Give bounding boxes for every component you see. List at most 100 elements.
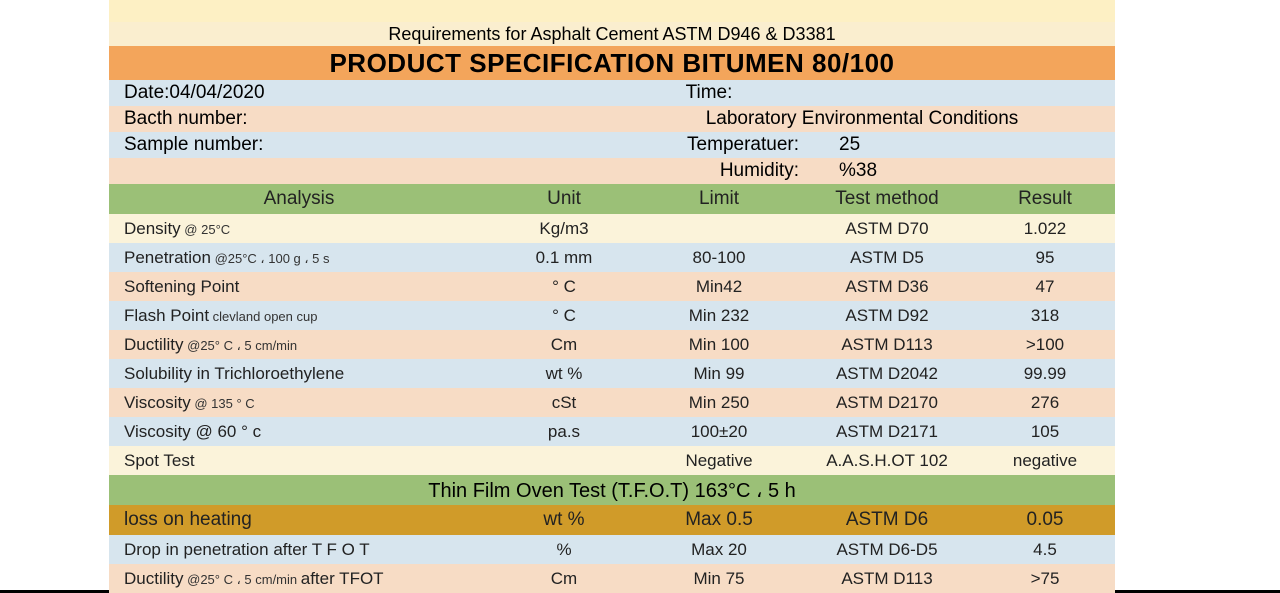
cell-unit: Kg/m3 [489, 219, 639, 239]
analysis-sub: clevland open cup [209, 309, 317, 324]
tfot-title: Thin Film Oven Test (T.F.O.T) 163°C ، 5 … [428, 478, 796, 503]
cell-method: ASTM D5 [799, 248, 975, 268]
analysis-main: Solubility in Trichloroethylene [124, 364, 344, 383]
cell-result: 1.022 [975, 219, 1115, 239]
batch-label: Bacth number: [109, 108, 609, 130]
col-unit: Unit [489, 188, 639, 210]
cell-unit: pa.s [489, 422, 639, 442]
time-label: Time: [609, 82, 809, 104]
cell-limit: Min 99 [639, 364, 799, 384]
cell-method: ASTM D70 [799, 219, 975, 239]
temp-label: Temperatuer: [609, 134, 809, 156]
analysis-main: Flash Point [124, 306, 209, 325]
date-value: 04/04/2020 [169, 82, 264, 103]
requirements-text: Requirements for Asphalt Cement ASTM D94… [388, 24, 835, 45]
meta-row-date: Date:04/04/2020 Time: [109, 80, 1115, 106]
analysis-main: Penetration [124, 248, 211, 267]
cell-limit: Min 250 [639, 393, 799, 413]
cell-unit: ° C [489, 277, 639, 297]
cell-limit: Min 232 [639, 306, 799, 326]
cell-limit: 80-100 [639, 248, 799, 268]
cell-limit: Max 0.5 [639, 509, 799, 531]
analysis-main: Viscosity @ 60 ° c [124, 422, 261, 441]
analysis-main: Ductility [124, 335, 184, 354]
col-method: Test method [799, 188, 975, 210]
cell-result: 276 [975, 393, 1115, 413]
cell-unit: ° C [489, 306, 639, 326]
cell-method: ASTM D113 [799, 569, 975, 589]
analysis-main: loss on heating [124, 509, 252, 530]
cell-analysis: Ductility @25° C ، 5 cm/min after TFOT [109, 569, 489, 589]
cell-method: ASTM D2170 [799, 393, 975, 413]
cell-analysis: Penetration @25°C ، 100 g ، 5 s [109, 248, 489, 268]
meta-row-batch: Bacth number: Laboratory Environmental C… [109, 106, 1115, 132]
rows-row: Spot TestNegativeA.A.S.H.OT 102negative [109, 446, 1115, 475]
rows-row: Flash Point clevland open cup° CMin 232A… [109, 301, 1115, 330]
cell-unit: 0.1 mm [489, 248, 639, 268]
cell-limit: Min 75 [639, 569, 799, 589]
cell-method: ASTM D6 [799, 509, 975, 531]
cell-result: 4.5 [975, 540, 1115, 560]
cell-method: A.A.S.H.OT 102 [799, 451, 975, 471]
cell-analysis: Drop in penetration after T F O T [109, 540, 489, 560]
cell-analysis: Solubility in Trichloroethylene [109, 364, 489, 384]
cell-analysis: Density @ 25°C [109, 219, 489, 239]
cell-result: 95 [975, 248, 1115, 268]
tfot_rows-row: Drop in penetration after T F O T%Max 20… [109, 535, 1115, 564]
cell-unit: cSt [489, 393, 639, 413]
cell-unit: % [489, 540, 639, 560]
cell-result: 47 [975, 277, 1115, 297]
analysis-tail: after TFOT [301, 569, 384, 588]
rows-row: Ductility @25° C ، 5 cm/minCmMin 100ASTM… [109, 330, 1115, 359]
col-limit: Limit [639, 188, 799, 210]
cell-analysis: loss on heating [109, 509, 489, 531]
cell-limit: 100±20 [639, 422, 799, 442]
meta-row-humidity: Humidity: %38 [109, 158, 1115, 184]
page-background: Requirements for Asphalt Cement ASTM D94… [0, 0, 1280, 590]
title-text: PRODUCT SPECIFICATION BITUMEN 80/100 [329, 48, 894, 79]
sample-label: Sample number: [109, 134, 609, 156]
rows-row: Viscosity @ 60 ° cpa.s100±20ASTM D217110… [109, 417, 1115, 446]
analysis-main: Density [124, 219, 181, 238]
tfot_rows-row: loss on heatingwt %Max 0.5ASTM D60.05 [109, 505, 1115, 535]
cell-method: ASTM D113 [799, 335, 975, 355]
cell-result: >75 [975, 569, 1115, 589]
cell-result: 318 [975, 306, 1115, 326]
cell-analysis: Softening Point [109, 277, 489, 297]
rows-row: Softening Point° CMin42ASTM D3647 [109, 272, 1115, 301]
title-banner: PRODUCT SPECIFICATION BITUMEN 80/100 [109, 46, 1115, 80]
analysis-sub: @25° C ، 5 cm/min [184, 572, 301, 587]
cell-result: 99.99 [975, 364, 1115, 384]
cell-analysis: Ductility @25° C ، 5 cm/min [109, 335, 489, 355]
analysis-main: Spot Test [124, 451, 195, 470]
rows-row: Penetration @25°C ، 100 g ، 5 s0.1 mm80-… [109, 243, 1115, 272]
table-header: Analysis Unit Limit Test method Result [109, 184, 1115, 214]
cell-method: ASTM D36 [799, 277, 975, 297]
cell-method: ASTM D2042 [799, 364, 975, 384]
cell-analysis: Flash Point clevland open cup [109, 306, 489, 326]
rows-row: Solubility in Trichloroethylenewt %Min 9… [109, 359, 1115, 388]
cell-analysis: Spot Test [109, 451, 489, 471]
analysis-main: Ductility [124, 569, 184, 588]
col-result: Result [975, 188, 1115, 210]
table-body-tfot: loss on heatingwt %Max 0.5ASTM D60.05Dro… [109, 505, 1115, 593]
analysis-sub: @25°C ، 100 g ، 5 s [211, 251, 330, 266]
cell-method: ASTM D2171 [799, 422, 975, 442]
analysis-sub: @ 135 ° C [191, 396, 255, 411]
analysis-main: Viscosity [124, 393, 191, 412]
temp-value: 25 [809, 134, 1009, 156]
analysis-main: Drop in penetration after T F O T [124, 540, 370, 559]
spec-sheet: Requirements for Asphalt Cement ASTM D94… [109, 0, 1115, 593]
cell-analysis: Viscosity @ 135 ° C [109, 393, 489, 413]
humidity-label: Humidity: [609, 160, 809, 182]
tfot-banner: Thin Film Oven Test (T.F.O.T) 163°C ، 5 … [109, 475, 1115, 505]
cell-limit: Negative [639, 451, 799, 471]
cell-unit: wt % [489, 509, 639, 531]
date-label: Date: [124, 82, 169, 103]
cell-limit: Min 100 [639, 335, 799, 355]
analysis-sub: @ 25°C [181, 222, 230, 237]
requirements-banner: Requirements for Asphalt Cement ASTM D94… [109, 22, 1115, 46]
cell-result: >100 [975, 335, 1115, 355]
analysis-sub: @25° C ، 5 cm/min [184, 338, 298, 353]
rows-row: Viscosity @ 135 ° CcStMin 250ASTM D21702… [109, 388, 1115, 417]
